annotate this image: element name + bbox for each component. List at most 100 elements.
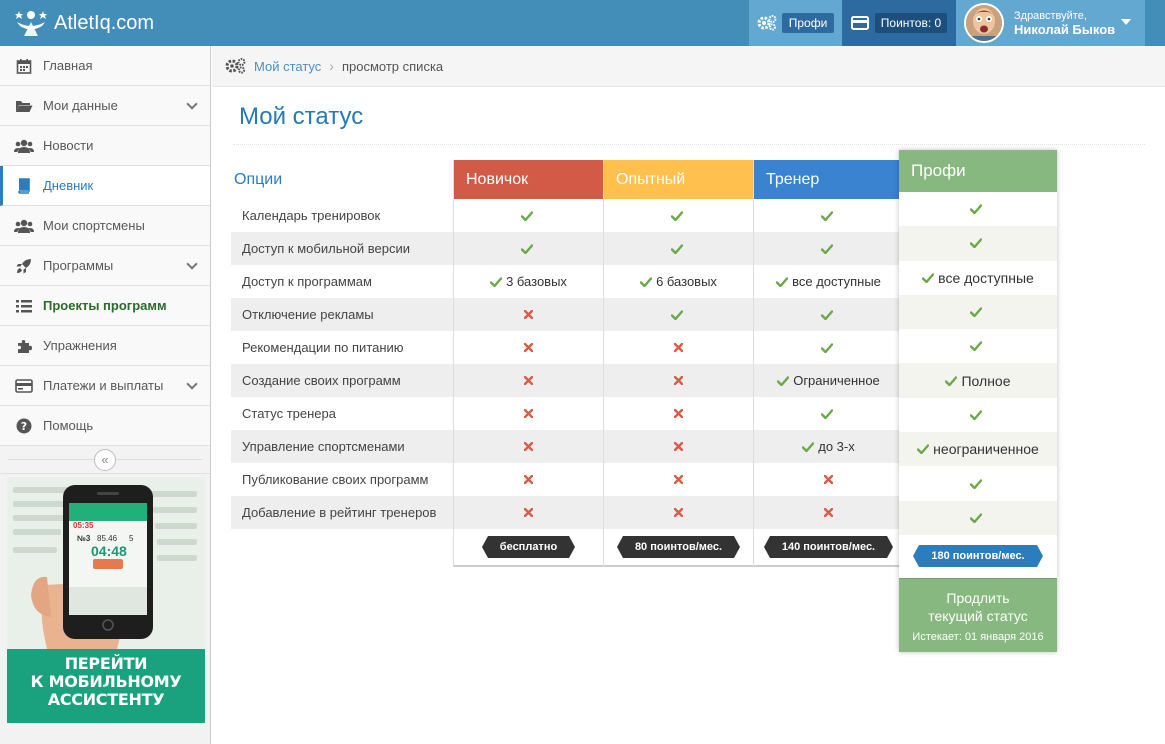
avatar [964, 3, 1004, 43]
option-label: Календарь тренировок [231, 199, 453, 232]
plan-cell-text: Ограниченное [793, 373, 880, 388]
plan-header-experienced: Опытный [604, 160, 753, 199]
price-ribbon: 180 поинтов/мес. [913, 545, 1043, 568]
gears-icon [757, 14, 777, 32]
sidebar-item[interactable]: Главная [0, 46, 210, 86]
sidebar-item[interactable]: Новости [0, 126, 210, 166]
plan-cell [454, 397, 603, 430]
renew-status-button[interactable]: Продлить текущий статус Истекает: 01 янв… [899, 577, 1057, 652]
check-icon [820, 342, 837, 353]
plan-cell [899, 466, 1057, 501]
banner-line-1: ПЕРЕЙТИ [64, 654, 148, 673]
cross-icon [524, 409, 533, 418]
cross-icon [674, 508, 683, 517]
cross-icon [674, 343, 683, 352]
sidebar-item[interactable]: Программы [0, 246, 210, 286]
plan-header-trainer: Тренер [754, 160, 903, 199]
price-ribbon: 80 поинтов/мес. [616, 536, 741, 558]
plan-cells-pro: все доступные Полное неограниченное [899, 192, 1057, 535]
plan-cell: 6 базовых [604, 265, 753, 298]
plan-cell [454, 232, 603, 265]
phone-stat-3: 5 [129, 534, 134, 543]
users-icon [14, 139, 34, 153]
plan-column-beginner: Новичок 3 базовых бесплатно [453, 160, 603, 567]
option-label: Создание своих программ [231, 364, 453, 397]
plan-cell [604, 397, 753, 430]
option-label: Доступ к мобильной версии [231, 232, 453, 265]
cross-icon [524, 310, 533, 319]
logo[interactable]: AtletIq.com [14, 6, 154, 40]
renew-line-2: текущий статус [928, 607, 1028, 624]
plan-cell: 3 базовых [454, 265, 603, 298]
breadcrumb-link-status[interactable]: Мой статус [254, 58, 322, 74]
check-icon [945, 375, 961, 386]
greeting-text: Здравствуйте, [1014, 10, 1087, 22]
cross-icon [524, 475, 533, 484]
sidebar-item[interactable]: ? Помощь [0, 406, 210, 446]
option-label: Рекомендации по питанию [231, 331, 453, 364]
cross-icon [824, 508, 833, 517]
title-divider [233, 144, 1145, 145]
sidebar-item-label: Платежи и выплаты [43, 378, 164, 393]
check-icon [640, 276, 656, 287]
cross-icon [524, 376, 533, 385]
puzzle-icon [14, 338, 34, 354]
options-header: Опции [234, 170, 283, 188]
cross-icon [524, 508, 533, 517]
plan-column-trainer: Тренер все доступные Ограниченное до 3-х 140… [753, 160, 903, 567]
chevron-down-icon [186, 258, 198, 270]
plan-cell [454, 430, 603, 463]
user-menu[interactable]: Здравствуйте, Николай Быков [956, 0, 1145, 46]
check-icon [820, 309, 837, 320]
sidebar-item[interactable]: Упражнения [0, 326, 210, 366]
points-button[interactable]: Поинтов: 0 [842, 0, 956, 46]
credit-card-icon [850, 16, 869, 30]
sidebar-item[interactable]: Мои данные [0, 86, 210, 126]
profi-status-button[interactable]: Профи [749, 0, 842, 46]
plan-cell [754, 298, 903, 331]
option-label: Статус тренера [231, 397, 453, 430]
sidebar-item-label: Проекты программ [43, 298, 167, 313]
double-chevron-left-icon[interactable]: « [94, 448, 116, 471]
plan-cell [454, 463, 603, 496]
plan-cell [754, 331, 903, 364]
plan-cell: неограниченное [899, 432, 1057, 467]
plan-cell [754, 232, 903, 265]
logo-text: AtletIq.com [54, 11, 155, 34]
profi-label: Профи [781, 13, 835, 33]
cross-icon [824, 475, 833, 484]
sidebar-item-label: Новости [43, 138, 94, 153]
plan-cell [899, 500, 1057, 535]
credit-card-icon [14, 378, 34, 393]
top-navbar: AtletIq.com Профи Поинтов: 0 [0, 0, 1165, 46]
plan-column-pro: Профи все доступные Полное неограниченное … [899, 150, 1057, 652]
sidebar-item[interactable]: Платежи и выплаты [0, 366, 210, 406]
plan-cell [899, 294, 1057, 330]
plan-column-experienced: Опытный 6 базовых 80 поинтов/мес. [603, 160, 753, 567]
check-icon [970, 307, 986, 318]
plan-price-beginner: бесплатно [454, 529, 603, 567]
plan-cell: все доступные [754, 265, 903, 298]
check-icon [917, 444, 933, 455]
cross-icon [674, 442, 683, 451]
gears-icon [225, 57, 247, 75]
plan-cell [899, 329, 1057, 364]
user-name: Николай Быков [1014, 22, 1116, 37]
plan-price-trainer: 140 поинтов/мес. [754, 529, 903, 567]
check-icon [520, 210, 537, 221]
phone-stat-2: 85.46 [97, 534, 118, 543]
check-icon [970, 341, 986, 352]
plan-cell: Полное [899, 363, 1057, 398]
sidebar-item[interactable]: Мои спортсмены [0, 206, 210, 246]
check-icon [490, 276, 506, 287]
chevron-down-icon [186, 98, 198, 110]
sidebar-item[interactable]: Дневник [0, 166, 210, 206]
sidebar-item[interactable]: Проекты программ [0, 286, 210, 326]
points-label: Поинтов: 0 [874, 13, 948, 33]
sidebar-nav: Главная Мои данные Новости Дневник Мои спорт… [0, 46, 210, 446]
mobile-assistant-banner[interactable]: 05:35 85.46 5 №3 04:48 ПЕРЕЙТИ К МОБИЛЬН… [7, 477, 205, 723]
plan-cell [604, 463, 753, 496]
price-ribbon: 140 поинтов/мес. [763, 536, 894, 558]
check-icon [520, 243, 537, 254]
users-icon [14, 219, 34, 233]
